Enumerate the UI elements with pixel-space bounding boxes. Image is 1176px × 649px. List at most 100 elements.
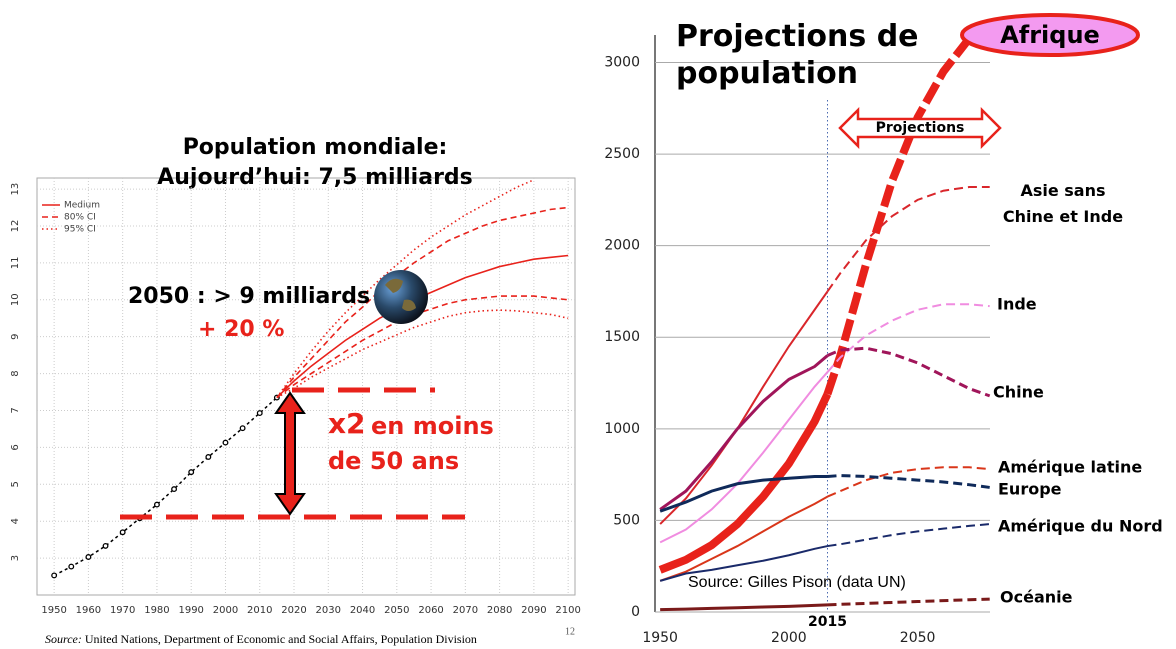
series-line xyxy=(276,309,569,399)
y-tick-label: 2000 xyxy=(604,238,640,254)
series-line xyxy=(276,179,535,399)
series-line xyxy=(826,303,990,373)
data-point xyxy=(51,572,58,579)
series-line xyxy=(660,603,828,612)
data-point xyxy=(119,529,126,536)
plot-1: 3 4 5 6 7 8 9 10 11 12 13 1950 1960 1970 1980 1990 2000 2… xyxy=(10,178,581,616)
y-tick-label: 6 xyxy=(10,444,21,450)
chart-title: Projections de population xyxy=(676,19,919,91)
double-arrow xyxy=(274,391,306,516)
legend-ellipse xyxy=(960,13,1140,57)
series-line xyxy=(827,597,990,607)
series-line xyxy=(659,290,829,525)
y-tick-label: 2500 xyxy=(604,146,640,162)
y-tick-label: 1500 xyxy=(604,329,640,345)
x-tick-label: 2040 xyxy=(350,605,375,616)
data-point xyxy=(239,425,246,432)
x-tick-label: 2010 xyxy=(247,605,272,616)
x-tick-label: 2070 xyxy=(453,605,478,616)
data-point xyxy=(153,501,160,508)
series-line xyxy=(827,466,990,498)
y-tick-label: 3 xyxy=(10,555,21,561)
annotation: 2050 : > 9 milliards xyxy=(128,284,370,309)
x-tick-label: 2060 xyxy=(418,605,443,616)
series-label: Inde xyxy=(997,295,1037,314)
projection-label: Projections xyxy=(876,120,965,136)
x-tick-label: 2000 xyxy=(213,605,238,616)
plot-2: 2015 0 500 1000 1500 2000 2500 3000 1950 2000 2050… xyxy=(604,13,1163,646)
series-line xyxy=(53,397,278,577)
series-group xyxy=(658,36,991,612)
legend-label: 80% CI xyxy=(64,213,96,223)
data-point xyxy=(205,454,212,460)
annotation: de 50 ans xyxy=(328,447,459,475)
series-line xyxy=(659,354,829,511)
globe-land xyxy=(385,278,416,311)
legend-label: Medium xyxy=(64,201,100,211)
data-point xyxy=(188,469,195,476)
x-tick-label: 2030 xyxy=(316,605,341,616)
y-tick-label: 12 xyxy=(10,220,21,233)
projection-arrow xyxy=(838,106,1002,150)
x-tick-label: 2000 xyxy=(771,630,807,646)
legend-label: 95% CI xyxy=(64,225,96,235)
x-tick-label: 2050 xyxy=(900,630,936,646)
series-line xyxy=(826,346,991,398)
series-line xyxy=(659,545,828,582)
data-point xyxy=(102,542,109,549)
source-text: United Nations, Department of Economic a… xyxy=(85,632,477,646)
x-tick-label: 2090 xyxy=(521,605,546,616)
data-point xyxy=(68,563,75,570)
chart-subtitle: Aujourd’hui: 7,5 milliards xyxy=(157,165,473,190)
y-tick-label: 0 xyxy=(631,604,640,620)
x-tick-label: 1950 xyxy=(642,630,678,646)
x-tick-label: 1970 xyxy=(110,605,135,616)
y-tick-label: 3000 xyxy=(604,54,640,70)
x-tick-label: 2100 xyxy=(555,605,580,616)
x-tick-label: 2020 xyxy=(281,605,306,616)
series-label: Amérique latine xyxy=(998,458,1142,477)
data-point xyxy=(171,486,178,493)
y-tick-label: 8 xyxy=(10,370,21,376)
series-line xyxy=(276,206,569,399)
series-line xyxy=(823,36,973,396)
x-tick-label: 1990 xyxy=(178,605,203,616)
series-line xyxy=(827,474,990,489)
data-point xyxy=(222,439,229,446)
series-line xyxy=(658,392,832,574)
y-tick-label: 500 xyxy=(613,512,640,528)
x-tick-label: 2050 xyxy=(384,605,409,616)
x-tick-label: 1980 xyxy=(144,605,169,616)
series-label: Océanie xyxy=(1000,588,1073,607)
page-number: 12 xyxy=(565,626,575,637)
projection-year: 2015 xyxy=(808,614,847,630)
y-tick-label: 5 xyxy=(10,481,21,487)
y-tick-label: 7 xyxy=(10,407,21,413)
y-tick-label: 9 xyxy=(10,333,21,339)
annotation: en moins xyxy=(371,412,494,440)
annotation: + 20 % xyxy=(198,317,284,342)
series-line xyxy=(276,254,569,399)
series-line xyxy=(827,523,990,548)
globe-icon xyxy=(374,270,428,324)
annotation: x2 xyxy=(328,407,366,440)
y-tick-label: 1000 xyxy=(604,421,640,437)
x-tick-label: 1960 xyxy=(76,605,101,616)
series-label: Chine xyxy=(993,383,1044,402)
series-line xyxy=(826,186,990,293)
y-tick-label: 10 xyxy=(10,293,21,306)
plot-frame xyxy=(36,177,576,596)
series-line xyxy=(659,495,828,582)
source-label: Source: xyxy=(45,632,82,646)
data-point xyxy=(256,410,263,417)
series-label: Afrique xyxy=(1000,21,1100,49)
x-tick-label: 1950 xyxy=(41,605,66,616)
data-point xyxy=(85,554,92,560)
x-tick-label: 2080 xyxy=(487,605,512,616)
series-label: Asie sans Chine et Inde xyxy=(1002,181,1124,226)
y-tick-label: 13 xyxy=(10,183,21,196)
series-line xyxy=(659,474,828,513)
y-tick-label: 4 xyxy=(10,518,21,524)
